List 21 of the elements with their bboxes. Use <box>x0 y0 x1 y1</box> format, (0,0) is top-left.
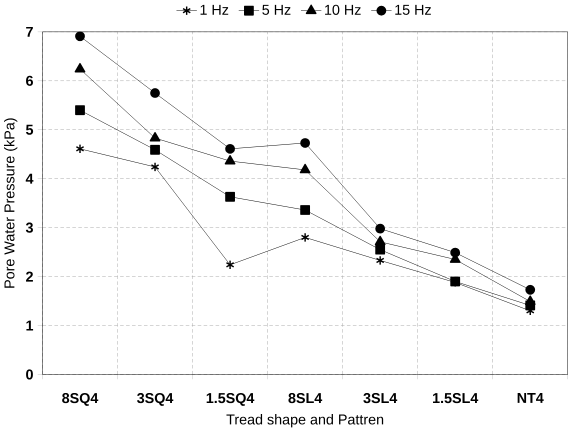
x-tick-label: 8SL4 <box>288 392 322 403</box>
y-tick-label: 3 <box>26 222 33 233</box>
legend-label: 15 Hz <box>395 4 431 15</box>
y-tick-label: 7 <box>26 26 33 37</box>
x-tick-label: NT4 <box>518 392 544 403</box>
y-tick-label: 6 <box>26 76 33 86</box>
y-tick-label: 0 <box>26 369 33 380</box>
x-tick-label: 1.5SQ4 <box>206 392 254 406</box>
x-axis-title: Tread shape and Pattren <box>226 414 384 428</box>
x-tick-label: 1.5SL4 <box>433 392 478 403</box>
y-tick-label: 4 <box>26 174 34 184</box>
legend-label: 5 Hz <box>262 4 290 15</box>
y-tick-label: 1 <box>26 320 34 330</box>
x-tick-label: 8SQ4 <box>62 392 98 406</box>
legend-label: 10 Hz <box>325 4 361 15</box>
legend-label: 1 Hz <box>200 4 228 15</box>
y-tick-label: 2 <box>26 271 33 282</box>
x-tick-label: 3SL4 <box>363 392 398 404</box>
y-axis-title: Pore Water Pressure (kPa) <box>4 118 18 288</box>
x-tick-label: 3SQ4 <box>137 392 174 406</box>
y-tick-label: 5 <box>26 124 34 135</box>
